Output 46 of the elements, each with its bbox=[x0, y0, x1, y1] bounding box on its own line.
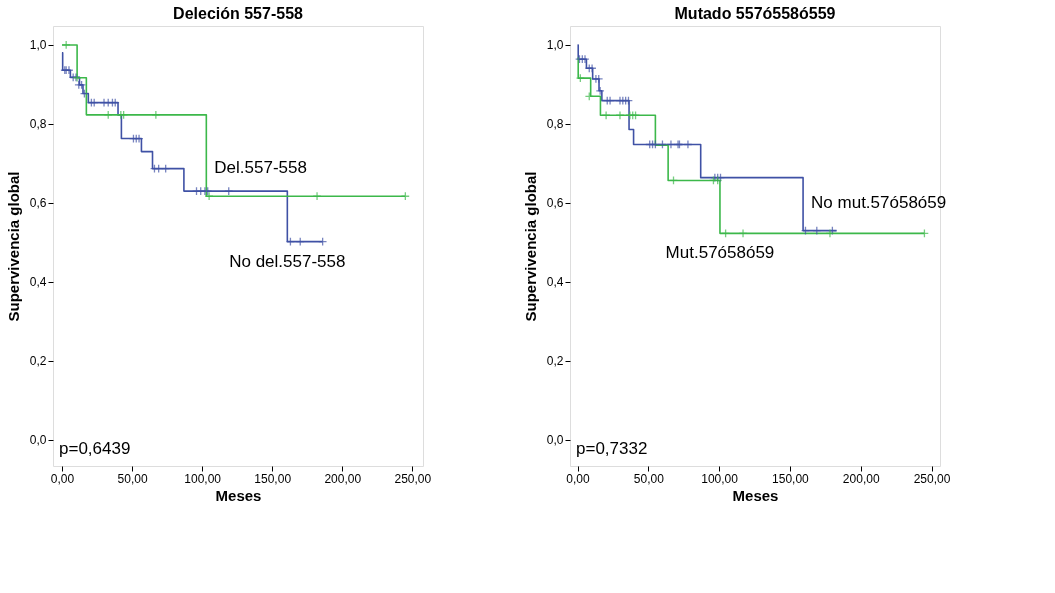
x-tick-label: 200,00 bbox=[842, 471, 880, 486]
y-tick-label: 0,4 bbox=[546, 275, 564, 290]
x-tick-label: 50,00 bbox=[633, 471, 665, 486]
point bbox=[103, 110, 113, 120]
y-tick-label: 0,2 bbox=[546, 354, 564, 369]
y-axis-title: Supervivencia global bbox=[521, 171, 539, 322]
y-tick-label: 0,8 bbox=[29, 117, 47, 132]
x-tick-label: 250,00 bbox=[913, 471, 951, 486]
x-axis-title: Meses bbox=[215, 486, 262, 504]
x-tick-label: 250,00 bbox=[394, 471, 432, 486]
x-axis-title: Meses bbox=[732, 486, 779, 504]
y-tick-label: 0,4 bbox=[29, 275, 47, 290]
point bbox=[204, 191, 214, 201]
y-tick-label: 1,0 bbox=[29, 38, 47, 53]
x-tick-label: 200,00 bbox=[324, 471, 362, 486]
y-tick-label: 0,6 bbox=[546, 196, 564, 211]
y-tick-label: 1,0 bbox=[546, 38, 564, 53]
annotation: p=0,6439 bbox=[59, 439, 131, 458]
point bbox=[601, 110, 611, 120]
chart-title: Mutado 557ó558ó559 bbox=[674, 5, 836, 22]
point bbox=[738, 228, 748, 238]
chart-title: Deleción 557-558 bbox=[173, 5, 304, 22]
series-label: No mut.57ó58ó59 bbox=[811, 192, 947, 212]
y-tick-label: 0,2 bbox=[29, 354, 47, 369]
x-tick-label: 50,00 bbox=[117, 471, 148, 486]
y-tick-label: 0,0 bbox=[546, 433, 564, 448]
point bbox=[575, 73, 585, 83]
point bbox=[683, 139, 693, 150]
point bbox=[666, 139, 676, 150]
annotation: p=0,7332 bbox=[576, 439, 648, 458]
series-label: No del.557-558 bbox=[229, 251, 346, 271]
x-tick-label: 0,00 bbox=[50, 471, 75, 486]
point bbox=[151, 110, 161, 120]
x-tick-label: 0,00 bbox=[566, 471, 591, 486]
y-tick-label: 0,0 bbox=[29, 433, 47, 448]
x-tick-label: 100,00 bbox=[701, 471, 739, 486]
x-tick-label: 100,00 bbox=[184, 471, 222, 486]
y-tick-label: 0,8 bbox=[546, 117, 564, 132]
series-label: Mut.57ó58ó59 bbox=[665, 243, 775, 263]
y-tick-label: 0,6 bbox=[29, 196, 47, 211]
x-tick-label: 150,00 bbox=[254, 471, 292, 486]
series-label: Del.557-558 bbox=[214, 158, 307, 178]
x-tick-label: 150,00 bbox=[772, 471, 810, 486]
y-axis-title: Supervivencia global bbox=[4, 171, 22, 322]
point bbox=[615, 110, 625, 120]
point bbox=[312, 191, 322, 201]
